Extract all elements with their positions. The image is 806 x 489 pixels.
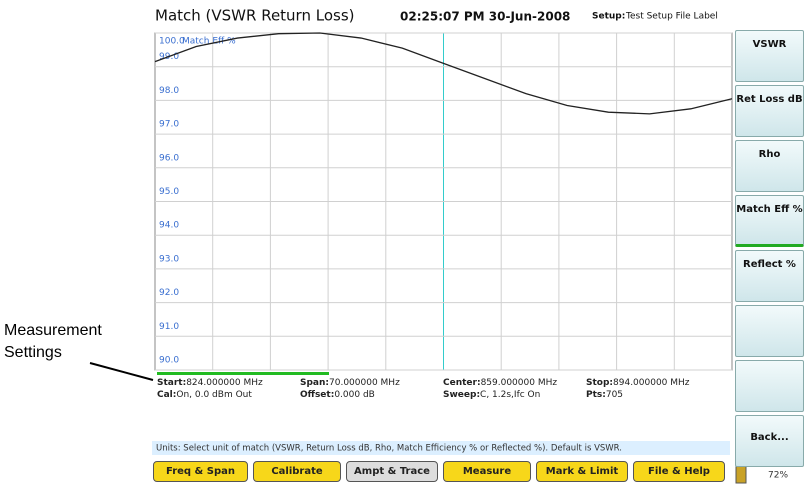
setup-value: Test Setup File Label	[625, 12, 718, 22]
setting-value: 894.000000 MHz	[613, 378, 690, 388]
softkey[interactable]: Rho	[735, 140, 804, 192]
y-tick-label: 92.0	[159, 288, 179, 298]
y-tick-label: 100.0	[159, 37, 185, 47]
setting-label: Span:	[300, 378, 329, 388]
setting: Center:859.000000 MHz	[443, 378, 557, 388]
softkey-blank[interactable]	[735, 305, 804, 357]
clock: 02:25:07 PM 30-Jun-2008	[400, 10, 570, 24]
menu-button-active[interactable]: Ampt & Trace	[346, 461, 438, 482]
callout-line	[89, 362, 154, 381]
battery-level: 72%	[768, 471, 788, 481]
trace	[154, 32, 733, 115]
callout-text: Measurement Settings	[4, 322, 102, 361]
y-tick-label: 98.0	[159, 86, 179, 96]
y-axis-label: Match Eff %	[182, 37, 236, 47]
sweep-progress	[157, 372, 329, 375]
y-tick-label: 93.0	[159, 254, 179, 264]
y-tick-label: 90.0	[159, 356, 179, 366]
menu-button[interactable]: Mark & Limit	[536, 461, 628, 482]
setting-value: 859.000000 MHz	[481, 378, 558, 388]
setting-value: C, 1.2s,Ifc On	[480, 390, 540, 400]
setting-label: Center:	[443, 378, 481, 388]
softkey-blank[interactable]	[735, 360, 804, 412]
setting: Span:70.000000 MHz	[300, 378, 400, 388]
battery-icon	[735, 465, 747, 484]
setting: Offset:0.000 dB	[300, 390, 375, 400]
setting-value: 0.000 dB	[334, 390, 375, 400]
setting: Cal:On, 0.0 dBm Out	[157, 390, 252, 400]
softkey[interactable]: VSWR	[735, 30, 804, 82]
setting: Pts:705	[586, 390, 623, 400]
help-bar	[152, 441, 730, 455]
softkey-selected[interactable]: Match Eff %	[735, 195, 804, 247]
menu-button[interactable]: Calibrate	[253, 461, 341, 482]
y-tick-label: 97.0	[159, 120, 179, 130]
setting-value: On, 0.0 dBm Out	[176, 390, 252, 400]
setting: Start:824.000000 MHz	[157, 378, 263, 388]
setup-label: Setup:	[592, 12, 625, 22]
setting-value: 824.000000 MHz	[186, 378, 263, 388]
setting-label: Stop:	[586, 378, 613, 388]
setting-label: Sweep:	[443, 390, 480, 400]
plot: 100.0 99.0 98.0 97.0 96.0 95.0 94.0 93.0 92.0 91.…	[154, 32, 733, 371]
screen-title: Match (VSWR Return Loss)	[155, 7, 355, 25]
menu-button[interactable]: File & Help	[633, 461, 725, 482]
softkey[interactable]: Ret Loss dB	[735, 85, 804, 137]
softkey[interactable]: Back...	[735, 415, 804, 467]
menu-button[interactable]: Measure	[443, 461, 531, 482]
setting-value: 70.000000 MHz	[329, 378, 400, 388]
y-tick-label: 95.0	[159, 187, 179, 197]
setting-label: Start:	[157, 378, 186, 388]
setting: Stop:894.000000 MHz	[586, 378, 690, 388]
setting: Sweep:C, 1.2s,Ifc On	[443, 390, 540, 400]
settings: Start:824.000000 MHz Span:70.000000 MHz …	[157, 378, 690, 400]
y-tick-label: 91.0	[159, 322, 179, 332]
menu-button[interactable]: Freq & Span	[153, 461, 248, 482]
help-text: Units: Select unit of match (VSWR, Retur…	[156, 444, 622, 454]
setting-value: 705	[606, 390, 623, 400]
y-tick-label: 99.0	[159, 52, 179, 62]
y-tick-label: 96.0	[159, 153, 179, 163]
setting-label: Cal:	[157, 390, 176, 400]
setting-label: Offset:	[300, 390, 334, 400]
setting-label: Pts:	[586, 390, 606, 400]
softkey[interactable]: Reflect %	[735, 250, 804, 302]
y-tick-label: 94.0	[159, 221, 179, 231]
